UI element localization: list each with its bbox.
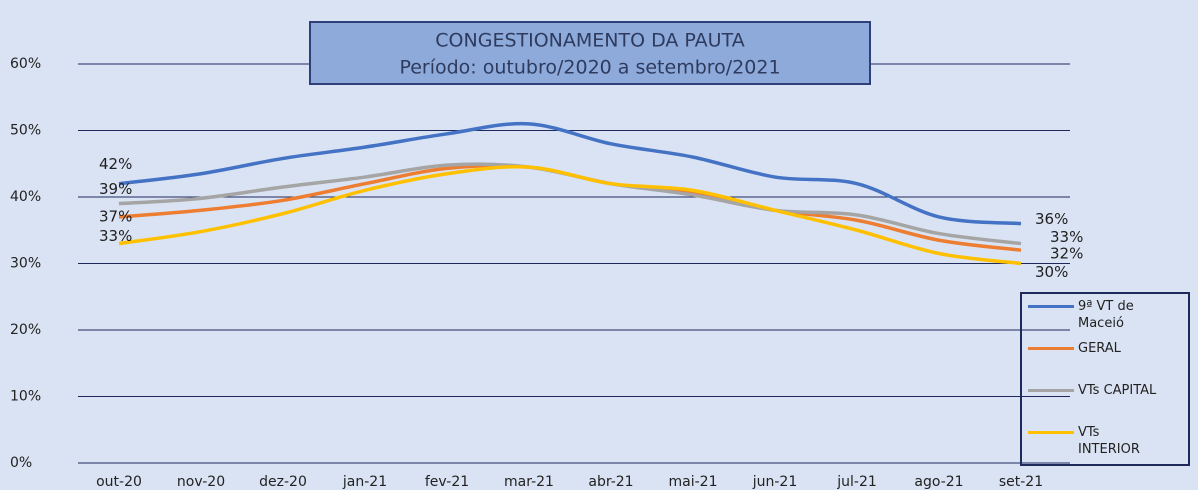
legend-label: GERAL: [1078, 341, 1121, 356]
x-tick-label: dez-20: [259, 474, 307, 490]
legend-swatch: [1028, 431, 1074, 434]
x-tick-label: mai-21: [669, 474, 718, 490]
legend-label: 9ª VT de Maceió: [1078, 299, 1134, 331]
series-line: [118, 165, 1022, 266]
y-tick-label: 10%: [10, 389, 41, 405]
title-box: [309, 21, 871, 85]
y-tick-label: 40%: [10, 189, 41, 205]
data-label: 36%: [1035, 210, 1068, 228]
x-tick-label: jun-21: [752, 474, 798, 490]
x-tick-label: abr-21: [588, 474, 633, 490]
x-tick-label: nov-20: [177, 474, 225, 490]
legend-entry: VTs CAPITAL: [1028, 382, 1182, 424]
x-tick-label: out-20: [96, 474, 142, 490]
legend: 9ª VT de Maceió GERAL VTs CAPITAL VTs INTER…: [1020, 292, 1190, 466]
x-tick-label: mar-21: [504, 474, 554, 490]
legend-entry: 9ª VT de Maceió: [1028, 298, 1182, 340]
data-label: 37%: [99, 207, 132, 225]
y-tick-label: 0%: [10, 455, 32, 471]
y-tick-label: 50%: [10, 123, 41, 139]
y-tick-label: 30%: [10, 256, 41, 272]
data-label: 30%: [1035, 263, 1068, 281]
y-tick-label: 60%: [10, 56, 41, 72]
data-label: 42%: [99, 155, 132, 173]
chart-title: CONGESTIONAMENTO DA PAUTA: [435, 30, 744, 52]
series-line: [118, 121, 1022, 226]
legend-entry: VTs INTERIOR: [1028, 424, 1182, 466]
chart-subtitle: Período: outubro/2020 a setembro/2021: [399, 57, 780, 79]
data-label: 33%: [1050, 228, 1083, 246]
legend-label: VTs CAPITAL: [1078, 383, 1157, 398]
legend-entry: GERAL: [1028, 340, 1182, 382]
x-tick-label: fev-21: [425, 474, 469, 490]
x-tick-label: ago-21: [914, 474, 963, 490]
legend-label: VTs INTERIOR: [1078, 425, 1140, 457]
legend-swatch: [1028, 305, 1074, 308]
data-label: 39%: [99, 180, 132, 198]
legend-swatch: [1028, 347, 1074, 350]
x-tick-label: set-21: [999, 474, 1043, 490]
data-label: 33%: [99, 227, 132, 245]
data-label: 32%: [1050, 245, 1083, 263]
x-tick-label: jan-21: [342, 474, 387, 490]
x-tick-label: jul-21: [836, 474, 877, 490]
legend-swatch: [1028, 389, 1074, 392]
y-tick-label: 20%: [10, 322, 41, 338]
